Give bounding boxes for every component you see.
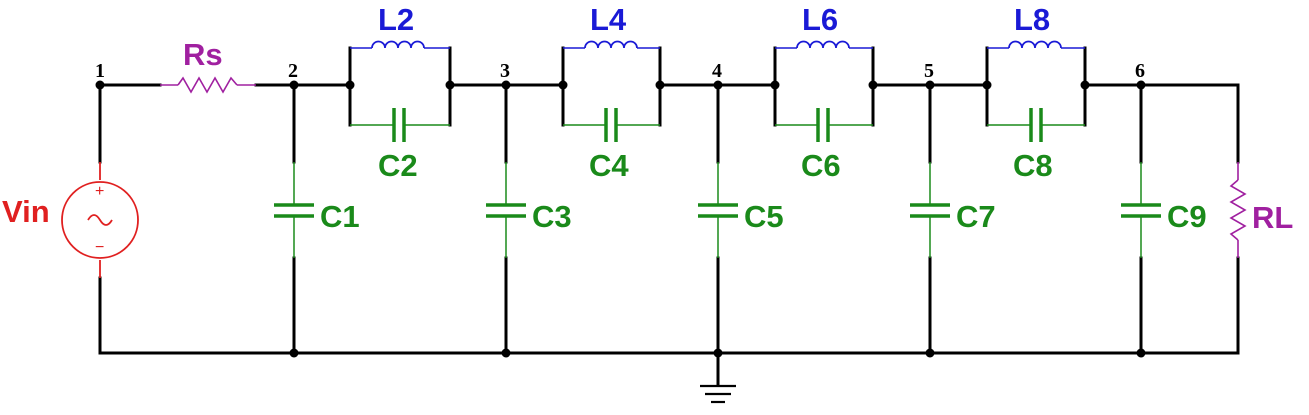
source-plus-sign: + [95,183,104,200]
resistor-rl: RL [1229,162,1293,258]
label-c8: C8 [1013,148,1053,183]
label-c4: C4 [589,148,629,183]
shunt-capacitor-c1: C1 [274,162,360,258]
shunt-capacitor-c9: C9 [1121,162,1207,258]
label-c1: C1 [320,199,360,234]
node-label-4: 4 [712,60,722,82]
node-label-1: 1 [95,60,105,82]
label-c5: C5 [744,199,784,234]
label-c3: C3 [532,199,572,234]
resistor-rs: Rs [160,37,256,94]
node-label-6: 6 [1135,60,1145,82]
resonator-l8-c8: L8 C8 [987,2,1085,183]
label-l4: L4 [590,2,627,37]
label-l8: L8 [1014,2,1050,37]
label-l2: L2 [378,2,414,37]
label-rl: RL [1252,200,1293,235]
label-rs: Rs [183,37,223,72]
node-label-2: 2 [288,60,298,82]
node-label-5: 5 [924,60,934,82]
label-c9: C9 [1167,199,1207,234]
label-c7: C7 [956,199,996,234]
label-vin: Vin [2,194,50,229]
junction-dots [95,80,1146,358]
source-minus-sign: − [95,239,104,256]
node-label-3: 3 [500,60,510,82]
shunt-capacitor-c5: C5 [698,162,784,258]
voltage-source-vin: + − Vin [2,162,139,278]
wiring [98,46,1240,386]
resonator-l6-c6: L6 C6 [775,2,873,183]
label-l6: L6 [802,2,838,37]
label-c2: C2 [378,148,418,183]
ac-wave-icon [87,214,113,226]
resonator-l2-c2: L2 C2 [350,2,450,183]
shunt-capacitor-c7: C7 [910,162,996,258]
resonator-l4-c4: L4 C4 [563,2,660,183]
label-c6: C6 [801,148,841,183]
node-labels: 1 2 3 4 5 6 [95,60,1145,82]
ground-icon [700,384,736,404]
shunt-capacitor-c3: C3 [486,162,572,258]
